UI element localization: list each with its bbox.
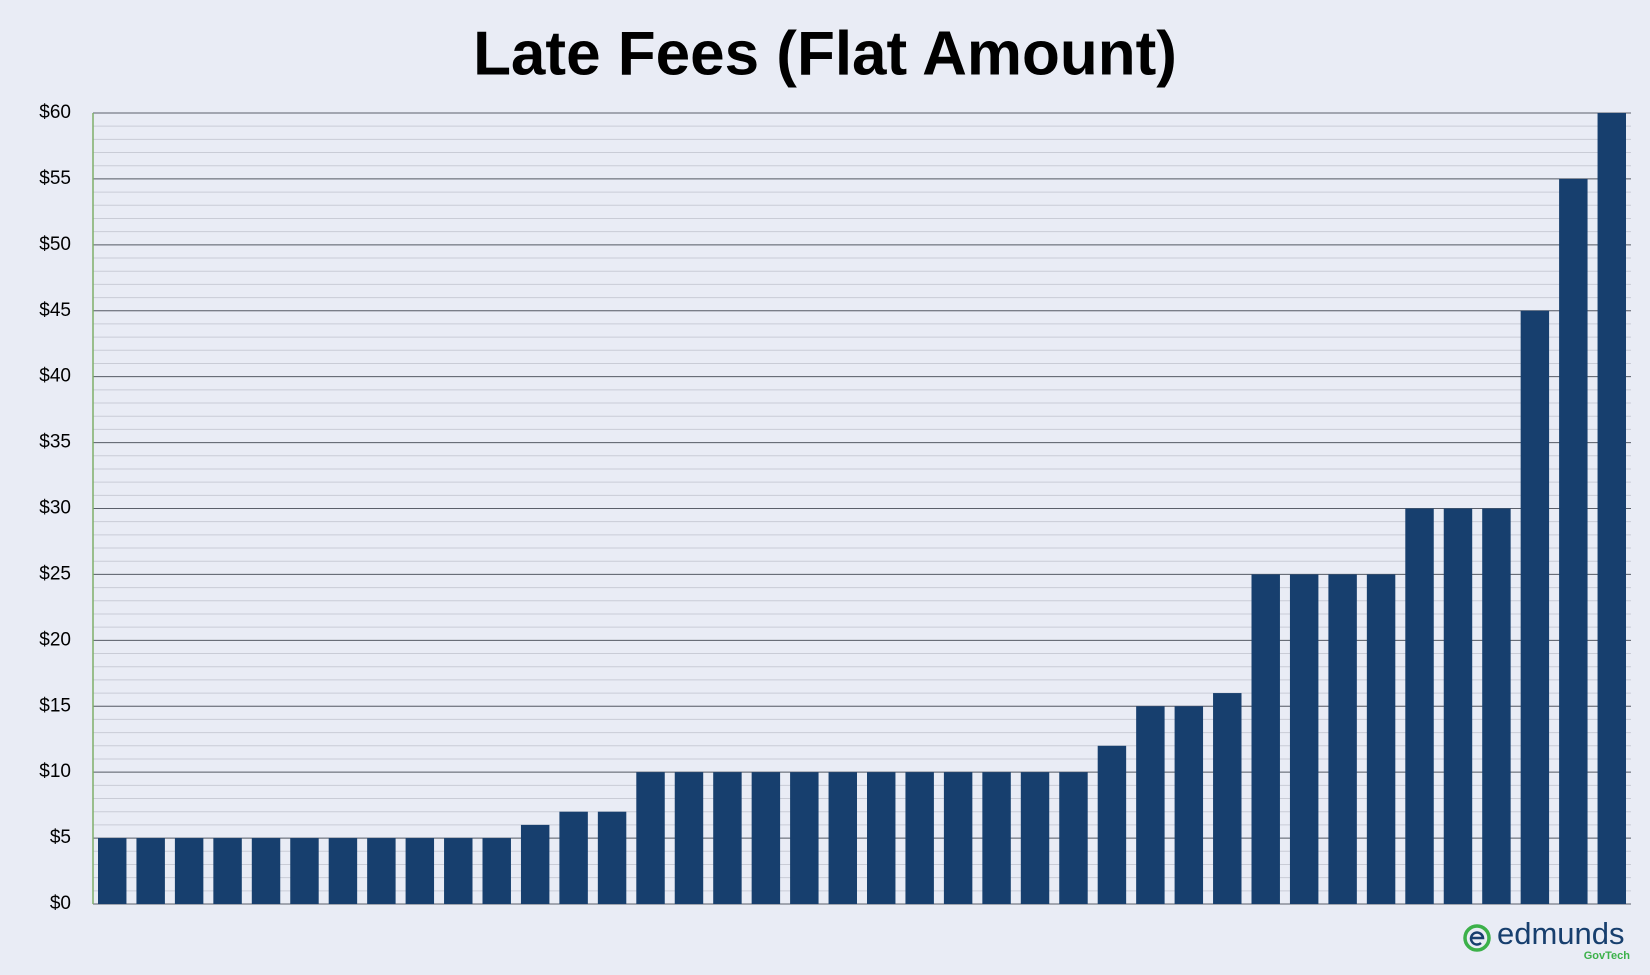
bar bbox=[520, 824, 550, 904]
bar bbox=[1174, 706, 1204, 904]
bar bbox=[444, 838, 473, 904]
logo-tagline: GovTech bbox=[1584, 950, 1631, 962]
bar bbox=[636, 772, 665, 904]
y-tick-label: $35 bbox=[39, 432, 71, 453]
bar bbox=[1059, 772, 1088, 904]
bar bbox=[790, 772, 819, 904]
bar bbox=[866, 772, 896, 904]
bar bbox=[905, 772, 934, 904]
bar bbox=[1559, 178, 1588, 904]
bar bbox=[1405, 508, 1434, 904]
y-tick-label: $15 bbox=[39, 695, 71, 716]
bar bbox=[674, 772, 704, 904]
bar bbox=[1097, 745, 1127, 904]
bar bbox=[97, 838, 127, 904]
bar bbox=[174, 838, 204, 904]
y-tick-label: $40 bbox=[39, 366, 71, 387]
bar bbox=[367, 838, 396, 904]
y-tick-label: $50 bbox=[39, 234, 71, 255]
y-tick-label: $20 bbox=[39, 629, 71, 650]
bar bbox=[1213, 693, 1242, 904]
logo-icon-inner bbox=[1469, 931, 1485, 946]
bar bbox=[597, 811, 627, 904]
bar bbox=[751, 772, 781, 904]
y-tick-label: $55 bbox=[39, 168, 71, 189]
bar bbox=[405, 838, 435, 904]
y-tick-label: $0 bbox=[50, 893, 71, 914]
logo: edmunds GovTech bbox=[1463, 916, 1631, 962]
bar bbox=[1136, 706, 1165, 904]
bar bbox=[828, 772, 858, 904]
y-tick-label: $5 bbox=[50, 827, 71, 848]
y-tick-label: $10 bbox=[39, 761, 71, 782]
bar bbox=[1251, 574, 1280, 904]
y-tick-label: $60 bbox=[39, 102, 71, 123]
bar bbox=[943, 772, 973, 904]
bar bbox=[1482, 508, 1511, 904]
bar bbox=[559, 811, 588, 904]
bar bbox=[1020, 772, 1050, 904]
bar bbox=[213, 838, 242, 904]
bar bbox=[1289, 574, 1319, 904]
bar bbox=[251, 838, 281, 904]
bar bbox=[713, 772, 742, 904]
bar bbox=[982, 772, 1011, 904]
bar bbox=[328, 838, 358, 904]
y-tick-label: $30 bbox=[39, 498, 71, 519]
bar bbox=[482, 838, 511, 904]
bar bbox=[136, 838, 165, 904]
bar bbox=[1443, 508, 1473, 904]
bar bbox=[1520, 310, 1550, 904]
logo-icon bbox=[1463, 924, 1491, 952]
bar bbox=[1597, 113, 1627, 904]
bar bbox=[1366, 574, 1396, 904]
y-tick-label: $45 bbox=[39, 300, 71, 321]
chart-title: Late Fees (Flat Amount) bbox=[473, 19, 1177, 88]
y-tick-label: $25 bbox=[39, 563, 71, 584]
bar bbox=[290, 838, 319, 904]
bar bbox=[1328, 574, 1357, 904]
logo-name: edmunds bbox=[1497, 916, 1625, 951]
